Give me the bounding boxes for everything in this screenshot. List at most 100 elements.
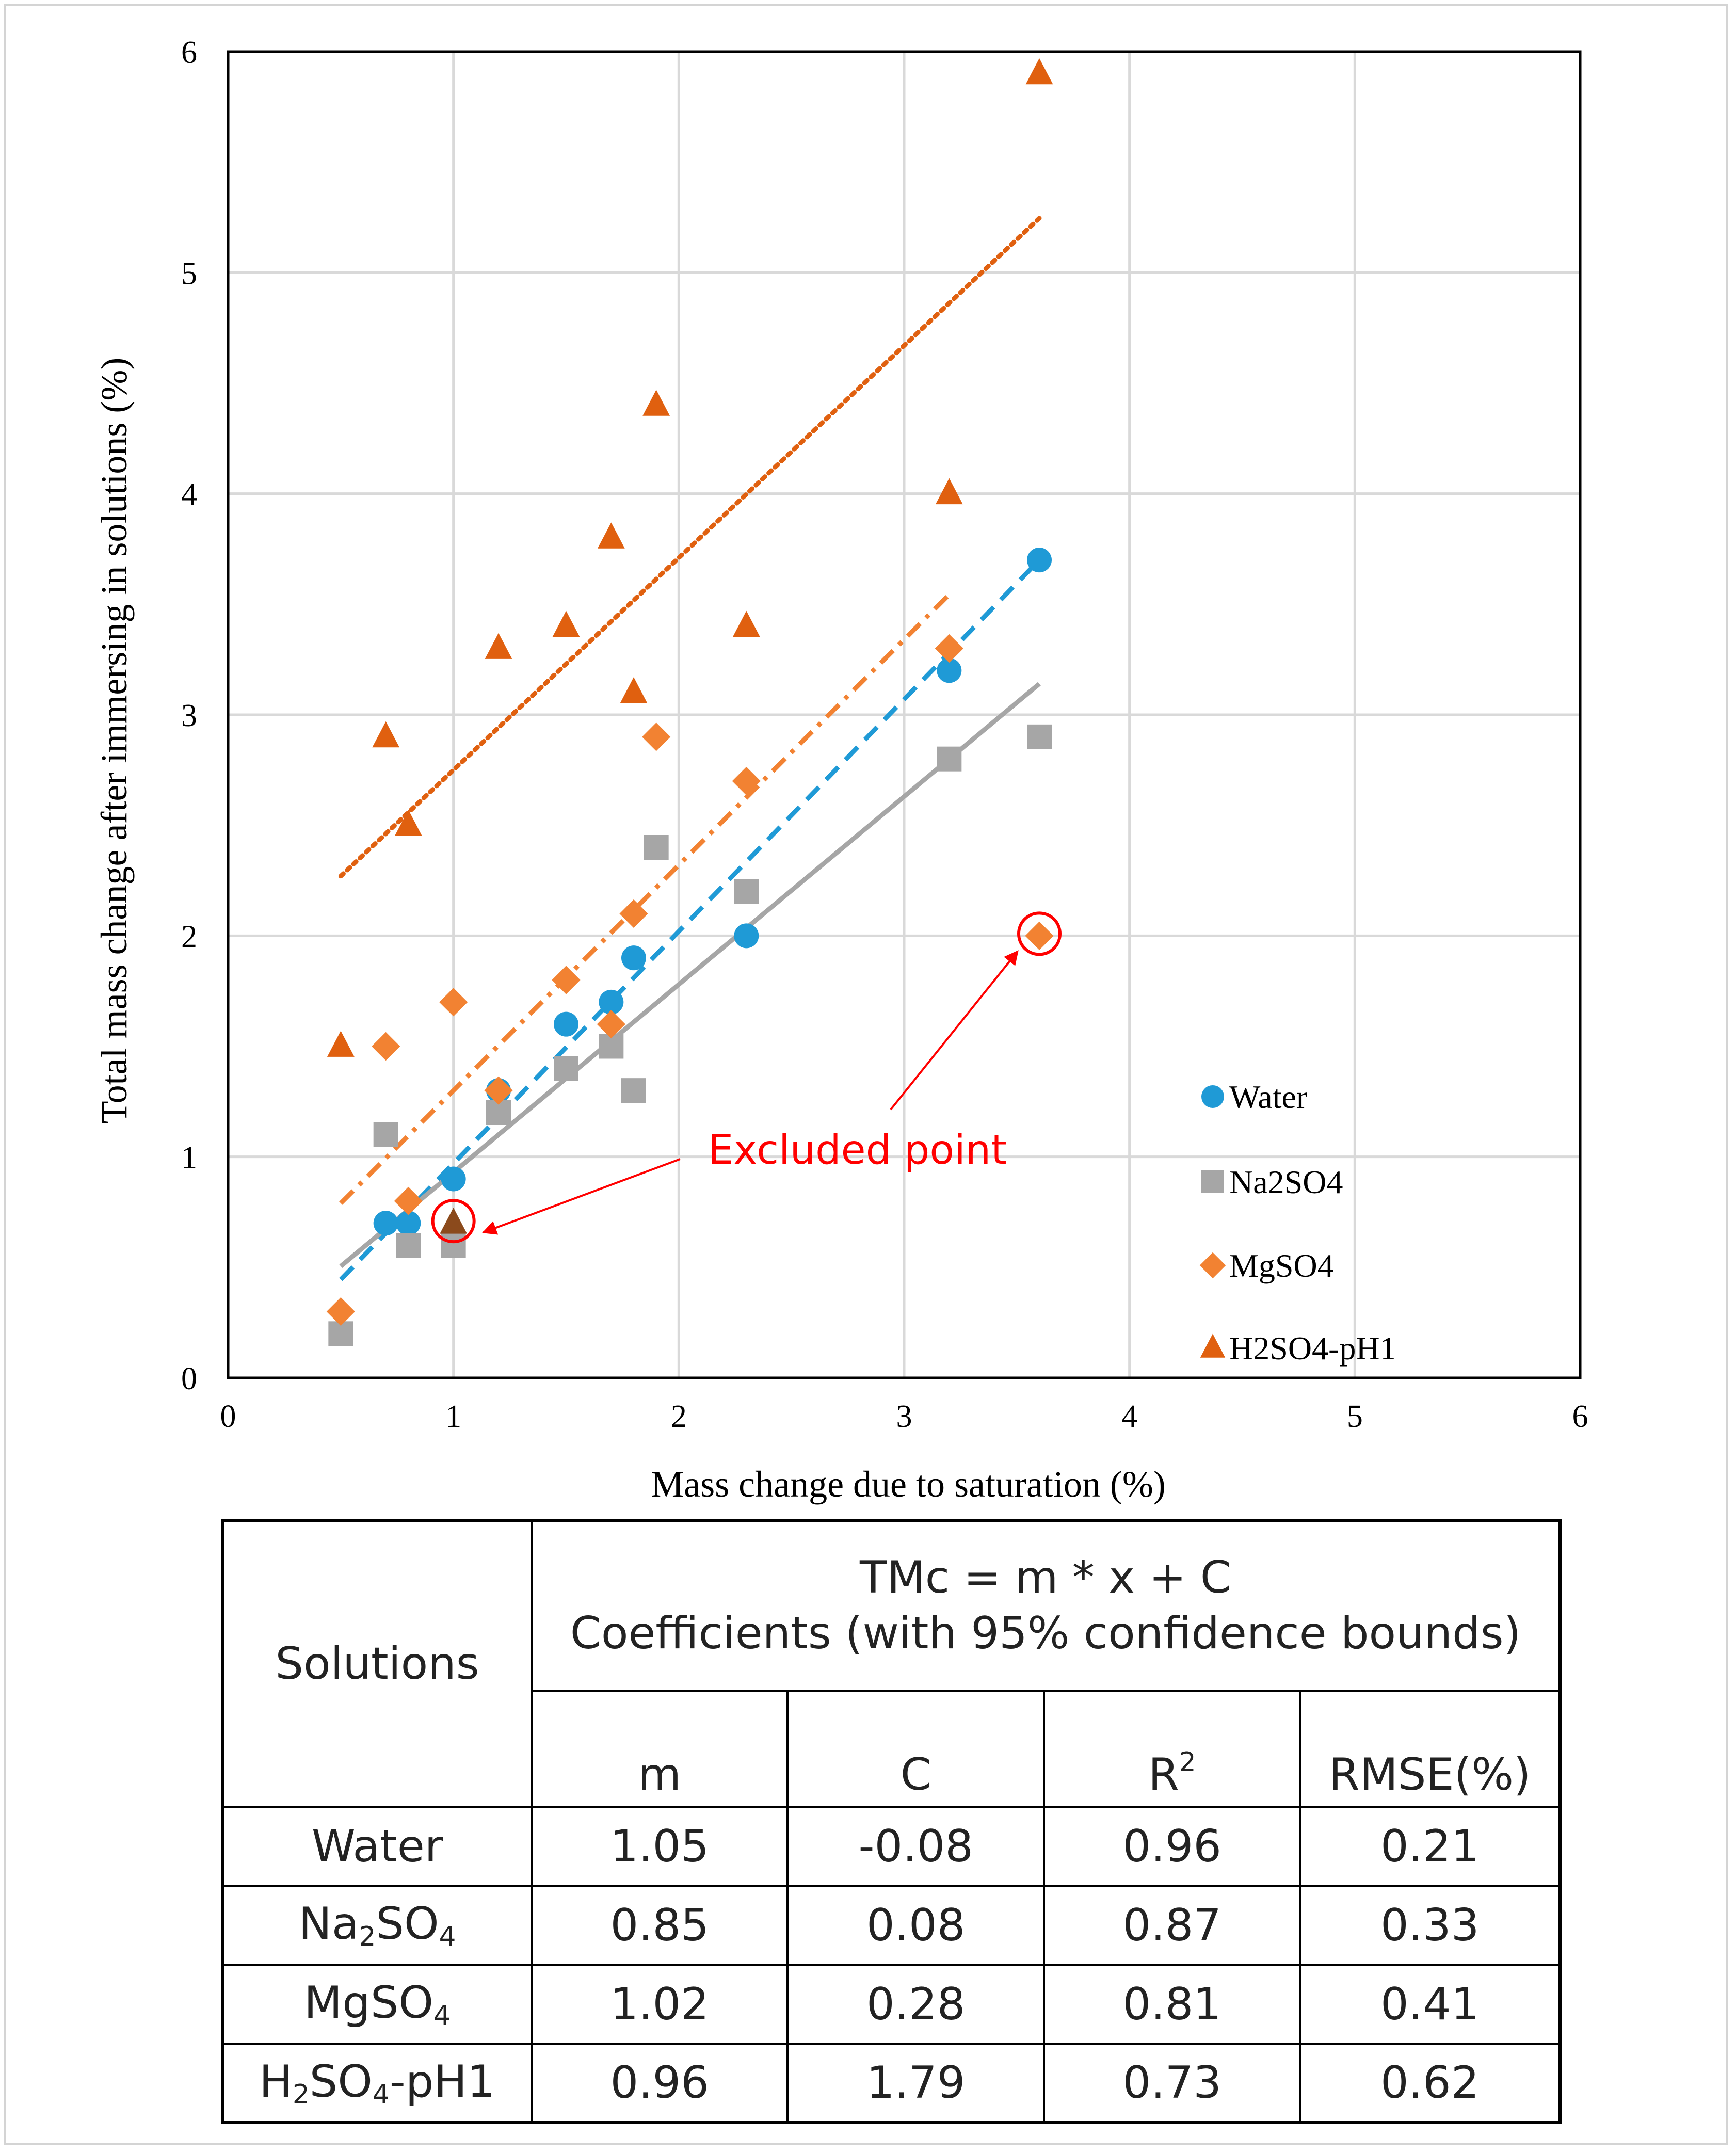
data-point-h2so4-ph1 (327, 1031, 355, 1057)
header-r-sup: 2 (1179, 1746, 1196, 1778)
data-point-na2so4 (734, 879, 759, 904)
annotation-arrow-left (482, 1158, 681, 1235)
data-point-mgso4 (732, 766, 761, 796)
row-name: H2SO4-pH1 (222, 2044, 533, 2124)
tick-labels: 0 1 2 3 4 5 6 0 1 2 3 4 5 6 (181, 35, 1588, 1434)
plot-area-border (227, 50, 1582, 1379)
data-point-water (1027, 548, 1052, 573)
data-point-mgso4 (619, 899, 648, 928)
x-axis-title: Mass change due to saturation (%) (651, 1464, 1166, 1505)
cell-c: 1.79 (787, 2044, 1046, 2124)
cell-c: 0.08 (787, 1886, 1046, 1966)
cell-r2: 0.96 (1044, 1807, 1301, 1887)
data-point-h2so4-ph1 (935, 478, 963, 505)
x-tick-label: 2 (671, 1399, 687, 1434)
cell-rmse: 0.62 (1300, 2044, 1560, 2124)
y-tick-label: 4 (181, 477, 197, 512)
data-point-mgso4 (439, 988, 468, 1017)
data-point-h2so4-ph1 (620, 677, 648, 703)
data-point-h2so4-ph1 (552, 610, 580, 637)
legend-marker-h2so4-ph1 (1200, 1333, 1226, 1358)
data-point-water (373, 1211, 398, 1236)
x-tick-label: 0 (220, 1399, 236, 1434)
data-point-mgso4 (326, 1297, 355, 1326)
data-point-water (599, 989, 624, 1015)
cell-r2: 0.81 (1044, 1965, 1301, 2045)
data-point-water (621, 945, 646, 971)
y-axis-title: Total mass change after immersing in sol… (93, 358, 135, 1124)
data-point-water (441, 1166, 466, 1192)
trendline-mgso4 (339, 592, 951, 1205)
figure-frame (4, 4, 1728, 2145)
cell-rmse: 0.21 (1300, 1807, 1560, 1887)
data-point-h2so4-ph1 (642, 390, 670, 416)
y-tick-label: 1 (181, 1140, 197, 1176)
row-name: Water (222, 1807, 533, 1887)
data-point-na2so4 (373, 1122, 398, 1147)
data-point-na2so4 (621, 1078, 646, 1103)
legend: Water Na2SO4 MgSO4 H2SO4-pH1 (1199, 1079, 1396, 1367)
data-point-na2so4 (1027, 724, 1052, 749)
header-rmse: RMSE(%) (1300, 1691, 1560, 1808)
trendlines (338, 216, 1042, 1281)
excluded-point-annotation: Excluded point (482, 950, 1019, 1235)
data-point-na2so4 (441, 1233, 466, 1258)
header-r2: R2 (1044, 1691, 1301, 1808)
cell-m: 0.96 (531, 2044, 789, 2124)
y-tick-label: 2 (181, 919, 197, 954)
cell-c: -0.08 (787, 1807, 1046, 1887)
data-point-na2so4 (644, 835, 669, 860)
header-equation-cell: TMc = m * x + C Coefficients (with 95% c… (531, 1520, 1560, 1692)
data-point-mgso4 (484, 1076, 513, 1105)
data-point-mgso4 (552, 966, 581, 994)
data-point-mgso4 (597, 1010, 625, 1039)
annotation-arrow-right (890, 950, 1019, 1111)
x-tick-label: 3 (896, 1399, 912, 1434)
table-row: Na2SO4 0.85 0.08 0.87 0.33 (222, 1886, 1560, 1966)
data-point-na2so4 (554, 1056, 578, 1081)
row-name: MgSO4 (222, 1965, 533, 2045)
x-tick-label: 5 (1347, 1399, 1363, 1434)
cell-r2: 0.73 (1044, 2044, 1301, 2124)
legend-marker-water (1201, 1085, 1224, 1108)
data-point-h2so4-ph1 (372, 721, 400, 748)
data-point-h2so4-ph1 (394, 810, 422, 836)
data-point-mgso4 (394, 1186, 423, 1215)
annotation-label: Excluded point (708, 1127, 1007, 1174)
cell-r2: 0.87 (1044, 1886, 1301, 1966)
cell-c: 0.28 (787, 1965, 1046, 2045)
legend-marker-mgso4 (1199, 1252, 1226, 1279)
table-row: MgSO4 1.02 0.28 0.81 0.41 (222, 1965, 1560, 2045)
cell-m: 1.02 (531, 1965, 789, 2045)
cell-m: 0.85 (531, 1886, 789, 1966)
data-point-water (554, 1011, 578, 1037)
header-m: m (531, 1691, 789, 1808)
legend-label: Na2SO4 (1229, 1164, 1343, 1200)
scatter-chart: 0 1 2 3 4 5 6 0 1 2 3 4 5 6 Mass change due to satura… (93, 35, 1588, 1505)
header-solutions: Solutions (222, 1520, 533, 1808)
legend-label: MgSO4 (1229, 1247, 1334, 1284)
y-tick-label: 3 (181, 698, 197, 733)
cell-rmse: 0.41 (1300, 1965, 1560, 2045)
data-point-na2so4 (937, 746, 962, 772)
data-point-mgso4 (372, 1032, 400, 1061)
table-row: Water 1.05 -0.08 0.96 0.21 (222, 1807, 1560, 1887)
header-r: R (1148, 1749, 1179, 1801)
cell-rmse: 0.33 (1300, 1886, 1560, 1966)
y-tick-label: 0 (181, 1361, 197, 1396)
legend-label: H2SO4-pH1 (1229, 1330, 1396, 1367)
header-coefficients: Coefficients (with 95% confidence bounds… (570, 1607, 1521, 1659)
trendline-h2so4-ph1 (338, 216, 1042, 879)
data-point-water (396, 1211, 421, 1236)
data-point-water (734, 923, 759, 949)
data-point-mgso4 (1025, 921, 1054, 950)
data-point-h2so4-ph1 (732, 610, 760, 637)
x-tick-label: 4 (1121, 1399, 1137, 1434)
data-point-mgso4 (935, 634, 963, 663)
gridlines (227, 50, 1582, 1379)
x-tick-label: 6 (1572, 1399, 1588, 1434)
y-tick-label: 5 (181, 256, 197, 291)
excluded-point-ring (431, 1199, 476, 1244)
data-points (326, 58, 1062, 1346)
cell-m: 1.05 (531, 1807, 789, 1887)
